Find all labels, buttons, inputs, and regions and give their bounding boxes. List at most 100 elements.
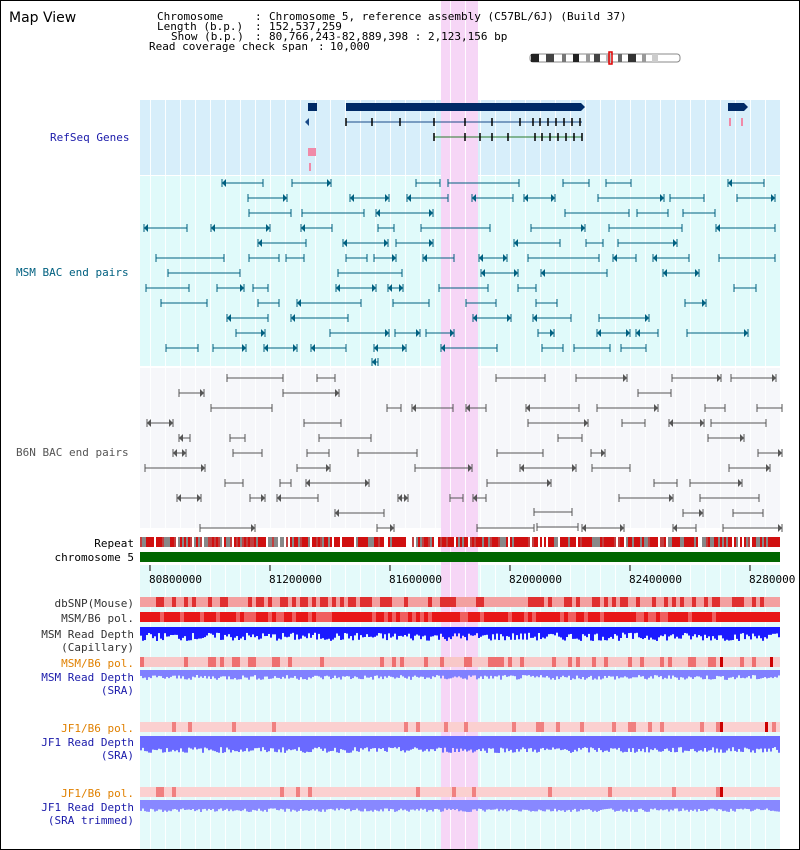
jf1-b6-pol-cell (336, 722, 340, 732)
msm-bac-end-pairs-label[interactable]: MSM BAC end pairs (16, 266, 129, 279)
msm-read-depth-bar (434, 627, 436, 636)
dbsnp-cell (340, 597, 344, 607)
jf1-read-depth-bar (198, 736, 200, 749)
jf1-b6-pol-trimmed-cell (528, 787, 532, 797)
msm-bac-pair-arrow (399, 284, 403, 292)
msm-read-depth-bar (464, 627, 466, 638)
jf1-b6-pol-cell (168, 722, 172, 732)
refseq-gene-arrow (581, 103, 585, 111)
refseq-gene-block[interactable] (346, 103, 581, 111)
repeat-segment (474, 537, 476, 547)
msm-read-depth-sra-bar (522, 670, 524, 676)
jf1-b6-pol-trimmed-cell (204, 787, 208, 797)
msm-b6-pol-cell (548, 612, 552, 622)
msm-b6-pol-sra-cell (204, 657, 208, 667)
msm-read-depth-sra-bar (674, 670, 676, 678)
jf1-b6-pol-cell (432, 722, 436, 732)
dbsnp-track-label[interactable]: dbSNP(Mouse) (54, 597, 134, 610)
refseq-genes-label[interactable]: RefSeq Genes (50, 131, 130, 144)
repeat-segment (400, 537, 402, 547)
repeat-segment (360, 537, 362, 547)
jf1-read-depth-trimmed-bar (572, 800, 574, 810)
msm-read-depth-bar (460, 627, 462, 639)
jf1-read-depth-trimmed-label[interactable]: JF1 Read Depth (41, 801, 134, 814)
length-info-sep: : (255, 20, 262, 33)
msm-b6-pol-sra-label[interactable]: MSM/B6 pol. (61, 657, 134, 670)
msm-read-depth-bar (468, 627, 470, 634)
refseq-gene-block[interactable] (728, 103, 744, 111)
jf1-read-depth-bar (464, 736, 466, 750)
chromosome-bar[interactable] (140, 552, 780, 562)
jf1-b6-pol-cell (436, 722, 440, 732)
grid-line (210, 0, 211, 850)
jf1-b6-pol-cell (268, 722, 272, 732)
msm-read-depth-sra-label[interactable]: MSM Read Depth (41, 671, 134, 684)
jf1-read-depth-trimmed-bar (708, 800, 710, 810)
msm-read-depth-sra-bar (454, 670, 456, 677)
jf1-b6-pol-trimmed-label[interactable]: JF1/B6 pol. (61, 787, 134, 800)
msm-b6-pol-cell (520, 612, 524, 622)
msm-b6-pol-cell (756, 612, 760, 622)
jf1-read-depth-bar (182, 736, 184, 752)
repeat-segment (208, 537, 210, 547)
jf1-b6-pol-cell (364, 722, 368, 732)
jf1-b6-pol-trimmed-cell (144, 787, 148, 797)
msm-read-depth-sra-bar (398, 670, 400, 678)
jf1-read-depth-sra-label[interactable]: JF1 Read Depth (41, 736, 134, 749)
msm-b6-pol-sra-cell (464, 657, 468, 667)
page-title: Map View (9, 10, 77, 26)
dbsnp-cell (444, 597, 448, 607)
msm-b6-pol-sra-cell (676, 657, 680, 667)
msm-b6-pol-cell (680, 612, 684, 622)
msm-read-depth-sra-bar (502, 670, 504, 676)
jf1-read-depth-bar (744, 736, 746, 748)
b6n-bac-end-pairs-label[interactable]: B6N BAC end pairs (16, 446, 129, 459)
repeat-segment (302, 537, 304, 547)
msm-read-depth-bar (738, 627, 740, 641)
dbsnp-cell (512, 597, 516, 607)
msm-read-depth-sra-bar (392, 670, 394, 678)
msm-b6-pol-cell (536, 612, 540, 622)
msm-read-depth-capillary-label[interactable]: MSM Read Depth (41, 628, 134, 641)
repeat-segment (640, 537, 642, 547)
jf1-b6-pol-cell (692, 722, 696, 732)
jf1-b6-pol-cell (540, 722, 544, 732)
msm-b6-pol-label[interactable]: MSM/B6 pol. (61, 612, 134, 625)
jf1-read-depth-trimmed-bar (476, 800, 478, 811)
b6n-bac-pair-arrow (669, 419, 673, 427)
msm-read-depth-bar (240, 627, 242, 639)
jf1-read-depth-trimmed-bar (750, 800, 752, 812)
repeat-track-label[interactable]: Repeat (94, 537, 134, 550)
msm-read-depth-bar (720, 627, 722, 636)
chromosome-track-label[interactable]: chromosome 5 (54, 551, 134, 564)
repeat-segment (734, 537, 736, 547)
jf1-read-depth-bar (518, 736, 520, 752)
msm-read-depth-sra-bar (670, 670, 672, 679)
msm-read-depth-bar (596, 627, 598, 634)
msm-read-depth-bar (472, 627, 474, 636)
msm-b6-pol-sra-cell (256, 657, 260, 667)
jf1-read-depth-trimmed-bar (322, 800, 324, 810)
msm-read-depth-bar (158, 627, 160, 634)
jf1-read-depth-bar (468, 736, 470, 751)
msm-read-depth-sra-bar (646, 670, 648, 680)
msm-read-depth-sra-bar (240, 670, 242, 680)
jf1-read-depth-trimmed-bar (568, 800, 570, 810)
jf1-read-depth-bar (478, 736, 480, 750)
repeat-segment (454, 537, 456, 547)
msm-read-depth-bar (388, 627, 390, 634)
selected-region-highlight[interactable] (441, 0, 478, 850)
jf1-b6-pol-cell (292, 722, 296, 732)
jf1-read-depth-bar (530, 736, 532, 749)
repeat-segment (312, 537, 314, 547)
msm-b6-pol-sra-cell (332, 657, 336, 667)
refseq-gene-block[interactable] (308, 103, 317, 111)
msm-read-depth-sra-bar (608, 670, 610, 676)
chromosome-ideogram[interactable] (528, 51, 684, 65)
jf1-read-depth-bar (678, 736, 680, 748)
jf1-b6-pol-label[interactable]: JF1/B6 pol. (61, 722, 134, 735)
dbsnp-cell (272, 597, 276, 607)
axis-tick-label: 82000000 (509, 573, 562, 586)
msm-b6-pol-cell (340, 612, 344, 622)
